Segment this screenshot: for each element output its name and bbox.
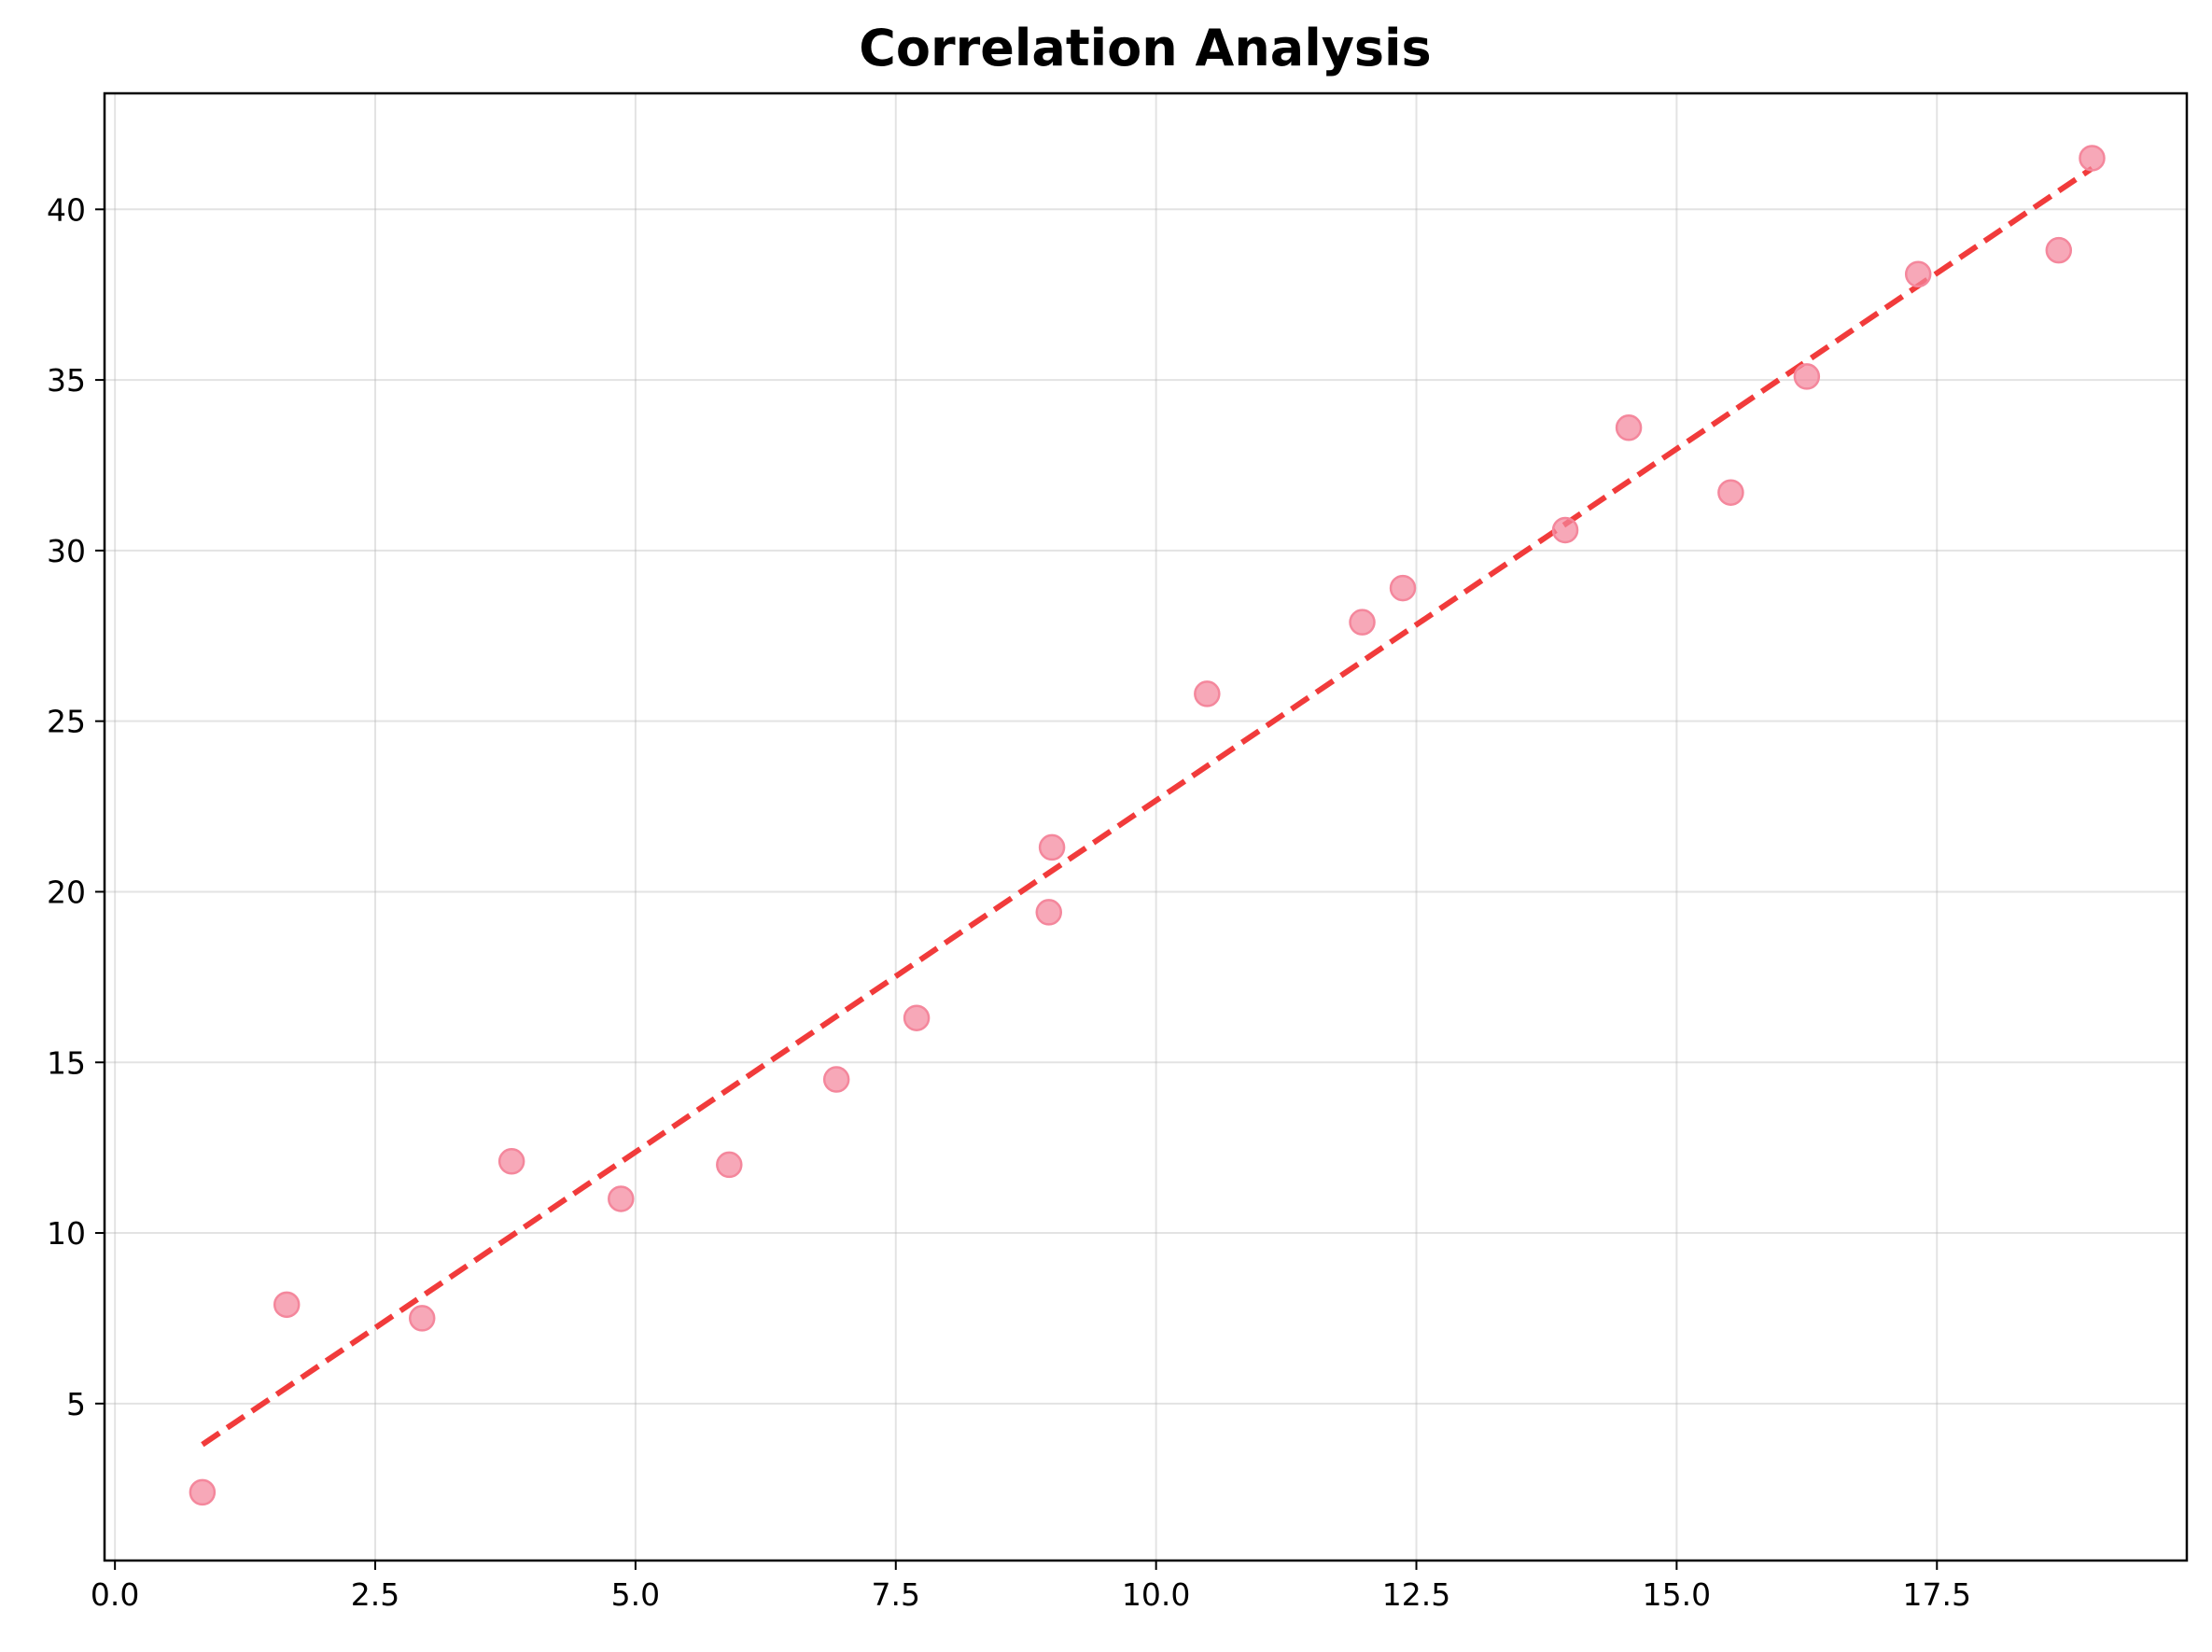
y-tick-label: 35 bbox=[47, 362, 86, 399]
scatter-point bbox=[903, 1004, 931, 1031]
y-tick-label: 25 bbox=[47, 704, 86, 740]
scatter-point bbox=[1793, 363, 1821, 390]
scatter-point bbox=[1615, 414, 1643, 441]
x-tick-label: 12.5 bbox=[1382, 1576, 1450, 1613]
scatter-point bbox=[2045, 236, 2073, 264]
scatter-point bbox=[1349, 609, 1376, 636]
scatter-points bbox=[189, 145, 2106, 1506]
scatter-point bbox=[1389, 574, 1417, 602]
y-tick-label: 30 bbox=[47, 533, 86, 569]
trendline-layer bbox=[201, 165, 2094, 1448]
x-tick-label: 5.0 bbox=[611, 1576, 660, 1613]
x-tick-label: 0.0 bbox=[91, 1576, 139, 1613]
scatter-point bbox=[1551, 516, 1579, 544]
scatter-point bbox=[716, 1151, 743, 1179]
trend-line bbox=[201, 165, 2094, 1448]
scatter-point bbox=[273, 1291, 301, 1319]
scatter-point bbox=[2079, 145, 2106, 172]
scatter-point bbox=[608, 1185, 635, 1212]
y-tick-label: 5 bbox=[66, 1386, 86, 1422]
y-tick-label: 10 bbox=[47, 1215, 86, 1252]
x-tick-label: 15.0 bbox=[1643, 1576, 1711, 1613]
grid bbox=[105, 93, 2187, 1561]
scatter-point bbox=[822, 1066, 850, 1093]
y-tick-label: 15 bbox=[47, 1044, 86, 1081]
x-tick-label: 17.5 bbox=[1903, 1576, 1971, 1613]
x-tick-label: 10.0 bbox=[1122, 1576, 1190, 1613]
x-tick-label: 2.5 bbox=[351, 1576, 399, 1613]
scatter-point bbox=[1717, 479, 1744, 506]
scatter-point bbox=[1194, 680, 1221, 707]
scatter-point bbox=[408, 1305, 436, 1332]
chart-title: Correlation Analysis bbox=[859, 19, 1431, 77]
x-axis: 0.0 2.5 5.0 7.5 10.0 12.5 15.0 17.5 bbox=[91, 1561, 1971, 1613]
y-axis: 5 10 15 20 25 30 35 40 bbox=[47, 191, 105, 1422]
x-tick-label: 7.5 bbox=[872, 1576, 920, 1613]
scatter-point bbox=[1038, 833, 1066, 861]
scatter-point bbox=[497, 1148, 525, 1175]
scatter-point bbox=[189, 1478, 217, 1506]
scatter-point bbox=[1035, 899, 1063, 926]
y-tick-label: 40 bbox=[47, 191, 86, 228]
y-tick-label: 20 bbox=[47, 874, 86, 910]
plot-frame bbox=[103, 91, 2189, 1562]
scatter-point bbox=[1904, 260, 1932, 288]
